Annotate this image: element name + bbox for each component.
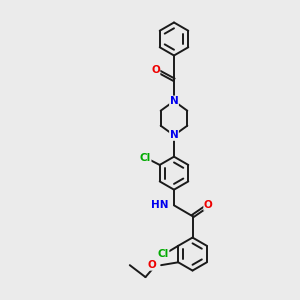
Text: Cl: Cl (158, 249, 169, 259)
Text: N: N (169, 96, 178, 106)
Text: O: O (151, 65, 160, 75)
Text: HN: HN (151, 200, 169, 210)
Text: O: O (148, 260, 157, 270)
Text: N: N (169, 130, 178, 140)
Text: Cl: Cl (140, 153, 151, 163)
Text: O: O (204, 200, 213, 210)
